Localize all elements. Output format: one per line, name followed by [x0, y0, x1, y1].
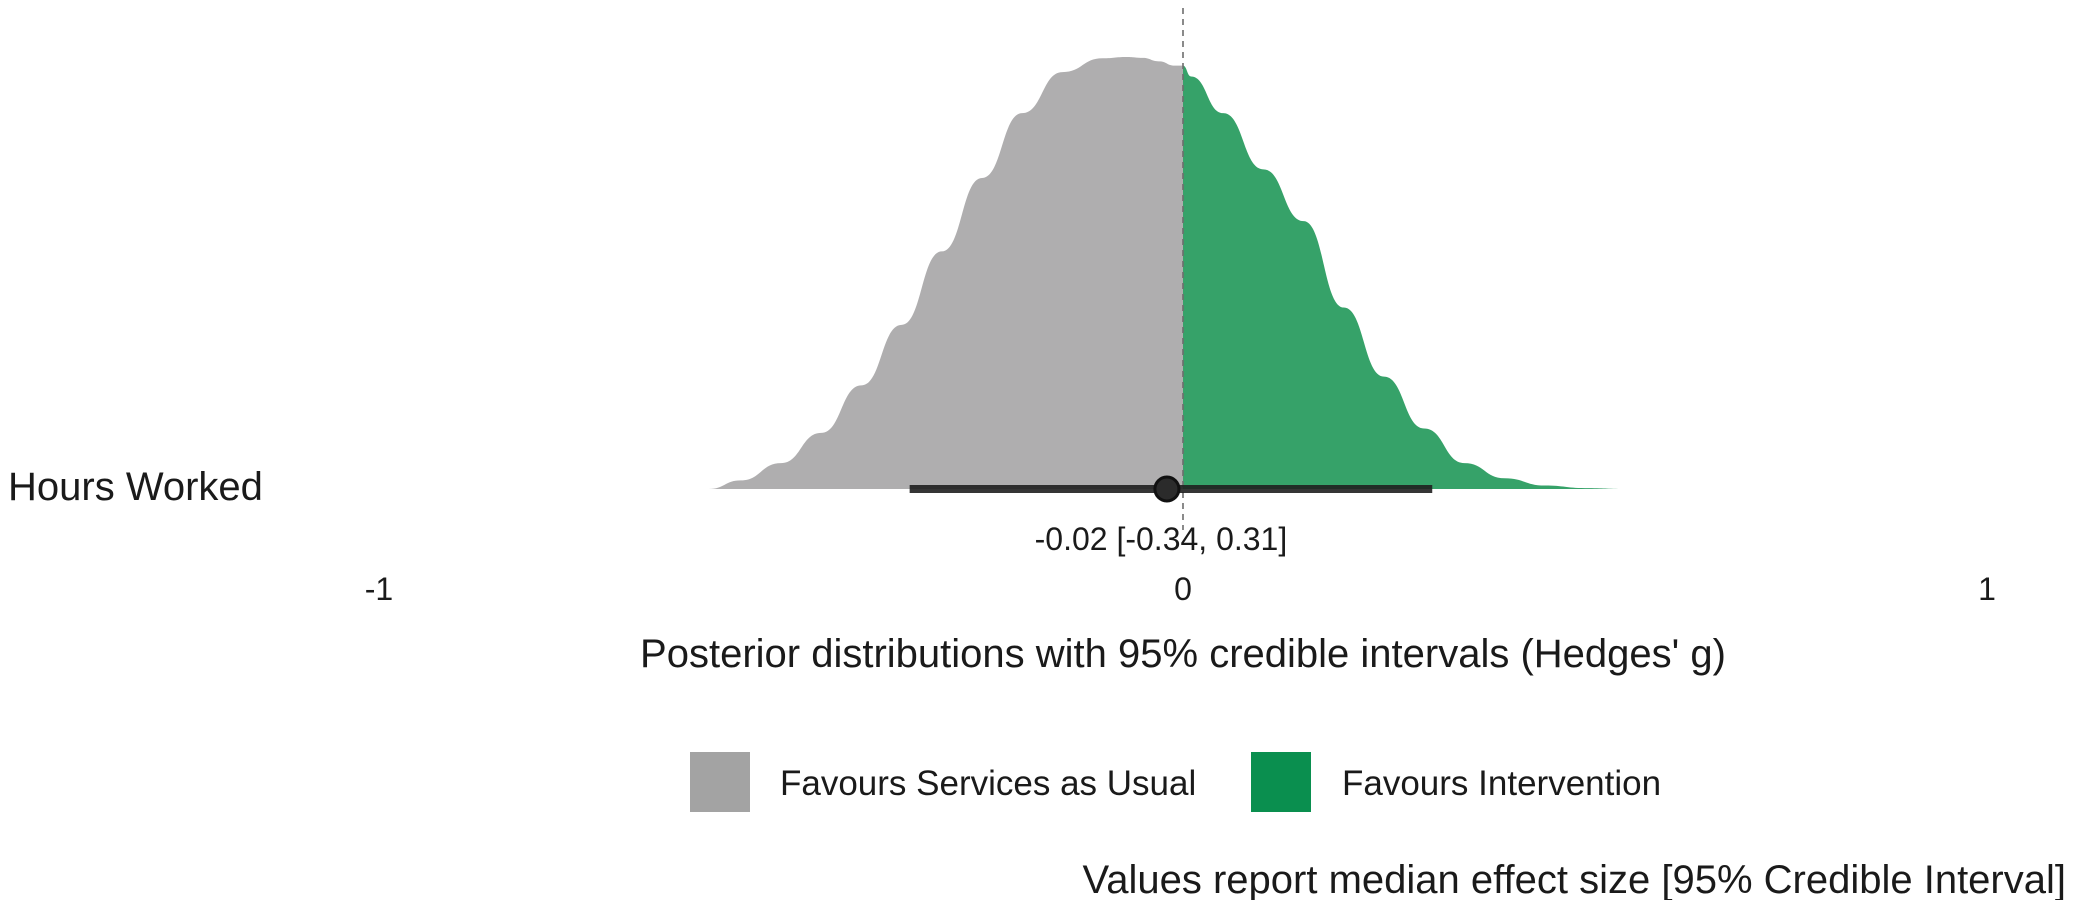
x-tick-label: 0 — [1174, 571, 1192, 607]
legend-swatch-intervention — [1251, 752, 1311, 812]
density-positive-area — [1183, 65, 1658, 489]
chart-caption: Values report median effect size [95% Cr… — [1083, 858, 2066, 900]
density-negative-area — [708, 57, 1183, 489]
median-point — [1153, 475, 1181, 503]
interval-label: -0.02 [-0.34, 0.31] — [1035, 521, 1288, 557]
category-label: Hours Worked — [8, 465, 263, 509]
x-axis-ticks: -1 0 1 — [365, 571, 1996, 607]
legend-swatch-services-as-usual — [690, 752, 750, 812]
legend-label-services-as-usual: Favours Services as Usual — [780, 764, 1196, 803]
legend: Favours Services as Usual Favours Interv… — [690, 752, 1661, 812]
x-tick-label: 1 — [1978, 571, 1996, 607]
x-axis-label: Posterior distributions with 95% credibl… — [640, 632, 1726, 676]
legend-label-intervention: Favours Intervention — [1342, 764, 1661, 803]
x-tick-label: -1 — [365, 571, 393, 607]
